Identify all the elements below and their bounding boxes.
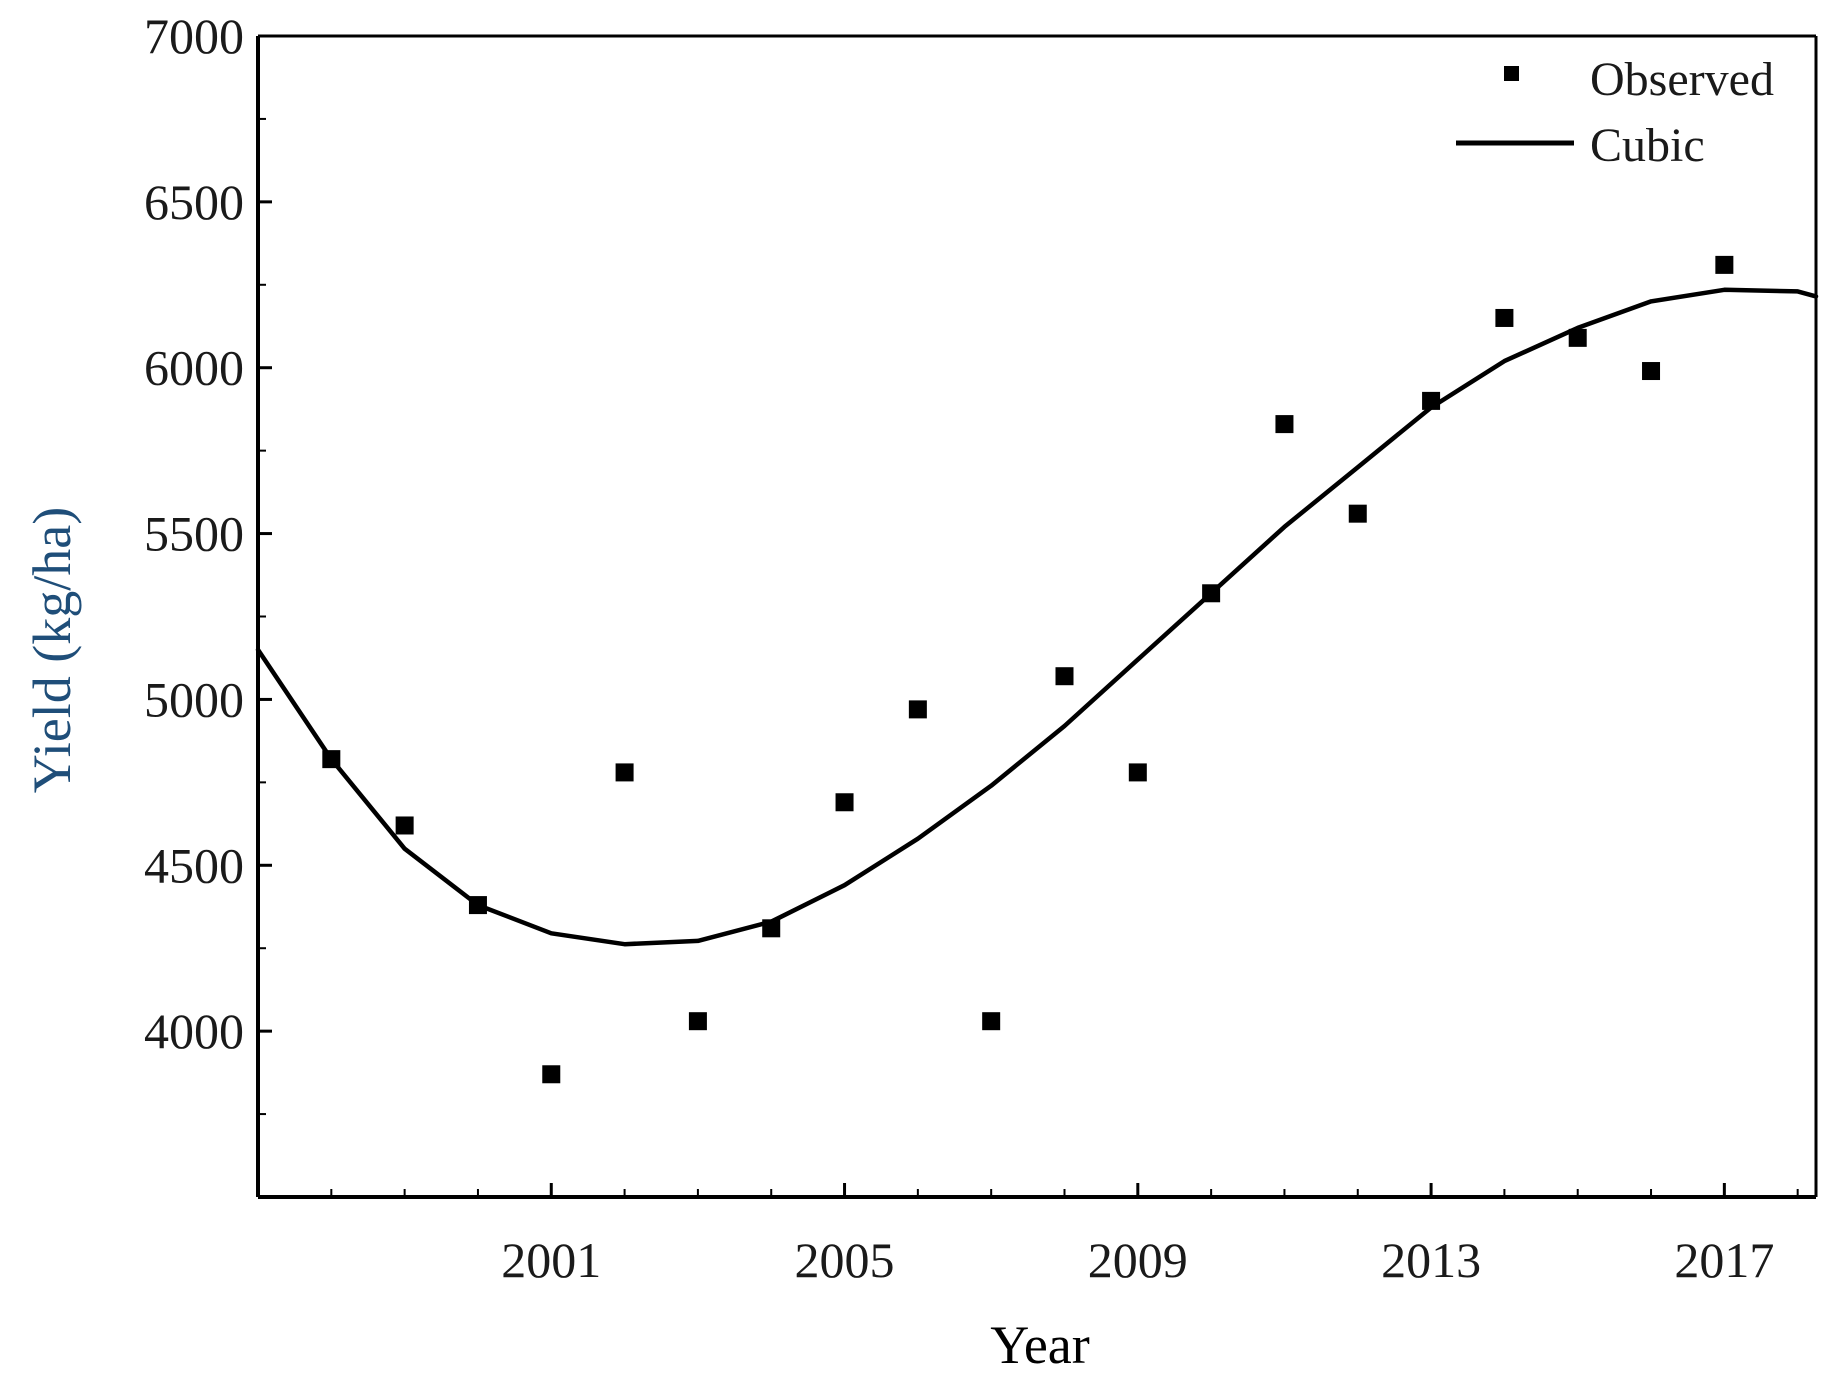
observed-point [908, 700, 927, 719]
observed-point [468, 896, 487, 915]
observed-point [395, 816, 414, 835]
observed-point [835, 793, 854, 812]
observed-point [1495, 308, 1514, 327]
x-tick-label: 2013 [1381, 1232, 1481, 1288]
observed-point [762, 919, 781, 938]
y-tick-label: 4000 [144, 1003, 244, 1059]
ticks-layer: 4000 4500 5000 5500 6000 6500 7000 2001 2005 2009… [144, 8, 1799, 1288]
y-tick-label: 6000 [144, 340, 244, 396]
observed-point [1275, 415, 1294, 434]
x-tick-label: 2005 [795, 1232, 895, 1288]
y-tick-label: 4500 [144, 837, 244, 893]
observed-point [1202, 584, 1221, 603]
cubic-line-layer [255, 287, 1819, 947]
x-tick-label: 2009 [1088, 1232, 1188, 1288]
legend-marker-observed [1504, 66, 1519, 81]
observed-point [1642, 362, 1661, 381]
plot-frame [256, 34, 1818, 1199]
x-tick-label: 2001 [501, 1232, 601, 1288]
observed-point [542, 1065, 561, 1084]
y-tick-label: 5000 [144, 671, 244, 727]
y-tick-label: 7000 [144, 8, 244, 64]
observed-point [982, 1012, 1001, 1031]
observed-point [1128, 763, 1147, 782]
observed-point [1568, 328, 1587, 347]
observed-point [688, 1012, 707, 1031]
legend-label-cubic: Cubic [1590, 119, 1705, 172]
cubic-fit-line [255, 287, 1819, 947]
legend-label-observed: Observed [1590, 53, 1774, 106]
y-tick-label: 5500 [144, 506, 244, 562]
x-tick-label: 2017 [1674, 1232, 1774, 1288]
observed-point [1055, 667, 1074, 686]
observed-point [1422, 391, 1441, 410]
y-tick-label: 6500 [144, 174, 244, 230]
x-axis-title: Year [990, 1315, 1090, 1375]
observed-point [615, 763, 634, 782]
legend: Observed Cubic [1456, 53, 1774, 172]
observed-point [322, 750, 341, 769]
observed-points-layer [322, 255, 1734, 1084]
y-axis-title: Yield (kg/ha) [22, 507, 82, 793]
observed-point [1715, 255, 1734, 274]
observed-point [1348, 504, 1367, 523]
